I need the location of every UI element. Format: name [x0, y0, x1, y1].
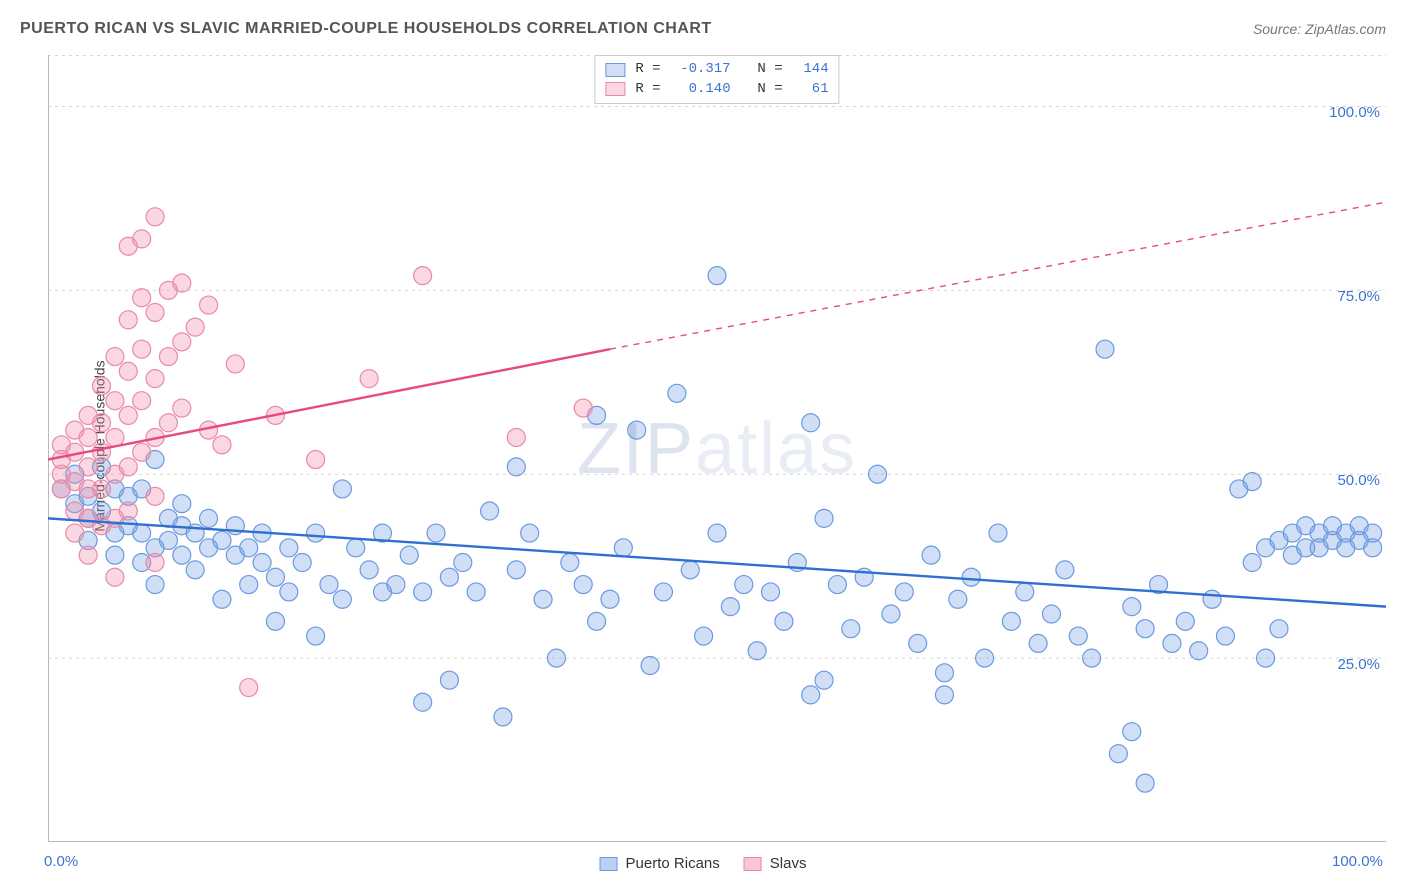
stats-legend-row: R = -0.317 N = 144 [605, 60, 828, 80]
legend-label: Slavs [770, 855, 807, 872]
legend-r-value: -0.317 [671, 60, 731, 80]
legend-r-value: 0.140 [671, 80, 731, 100]
series-legend-item: Slavs [744, 855, 807, 872]
legend-swatch [605, 63, 625, 77]
chart-title: PUERTO RICAN VS SLAVIC MARRIED-COUPLE HO… [20, 20, 712, 38]
legend-label: Puerto Ricans [626, 855, 720, 872]
legend-r-label: R = [635, 80, 660, 100]
legend-n-value: 144 [793, 60, 829, 80]
legend-n-label: N = [741, 60, 783, 80]
y-axis-tick-label: 50.0% [1310, 472, 1380, 489]
legend-r-label: R = [635, 60, 660, 80]
legend-swatch [744, 857, 762, 871]
scatter-svg [48, 55, 1386, 842]
legend-swatch [600, 857, 618, 871]
y-axis-tick-label: 75.0% [1310, 288, 1380, 305]
legend-swatch [605, 82, 625, 96]
y-axis-tick-label: 25.0% [1310, 656, 1380, 673]
x-axis-tick-label: 0.0% [44, 853, 78, 870]
legend-n-value: 61 [793, 80, 829, 100]
legend-n-label: N = [741, 80, 783, 100]
x-axis-tick-label: 100.0% [1332, 853, 1383, 870]
series-legend-item: Puerto Ricans [600, 855, 720, 872]
stats-legend-row: R = 0.140 N = 61 [605, 80, 828, 100]
y-axis-tick-label: 100.0% [1310, 104, 1380, 121]
chart-source: Source: ZipAtlas.com [1253, 21, 1386, 37]
series-legend: Puerto Ricans Slavs [600, 855, 807, 872]
stats-legend: R = -0.317 N = 144R = 0.140 N = 61 [594, 55, 839, 104]
plot-area: ZIPatlas R = -0.317 N = 144R = 0.140 N =… [48, 55, 1386, 842]
